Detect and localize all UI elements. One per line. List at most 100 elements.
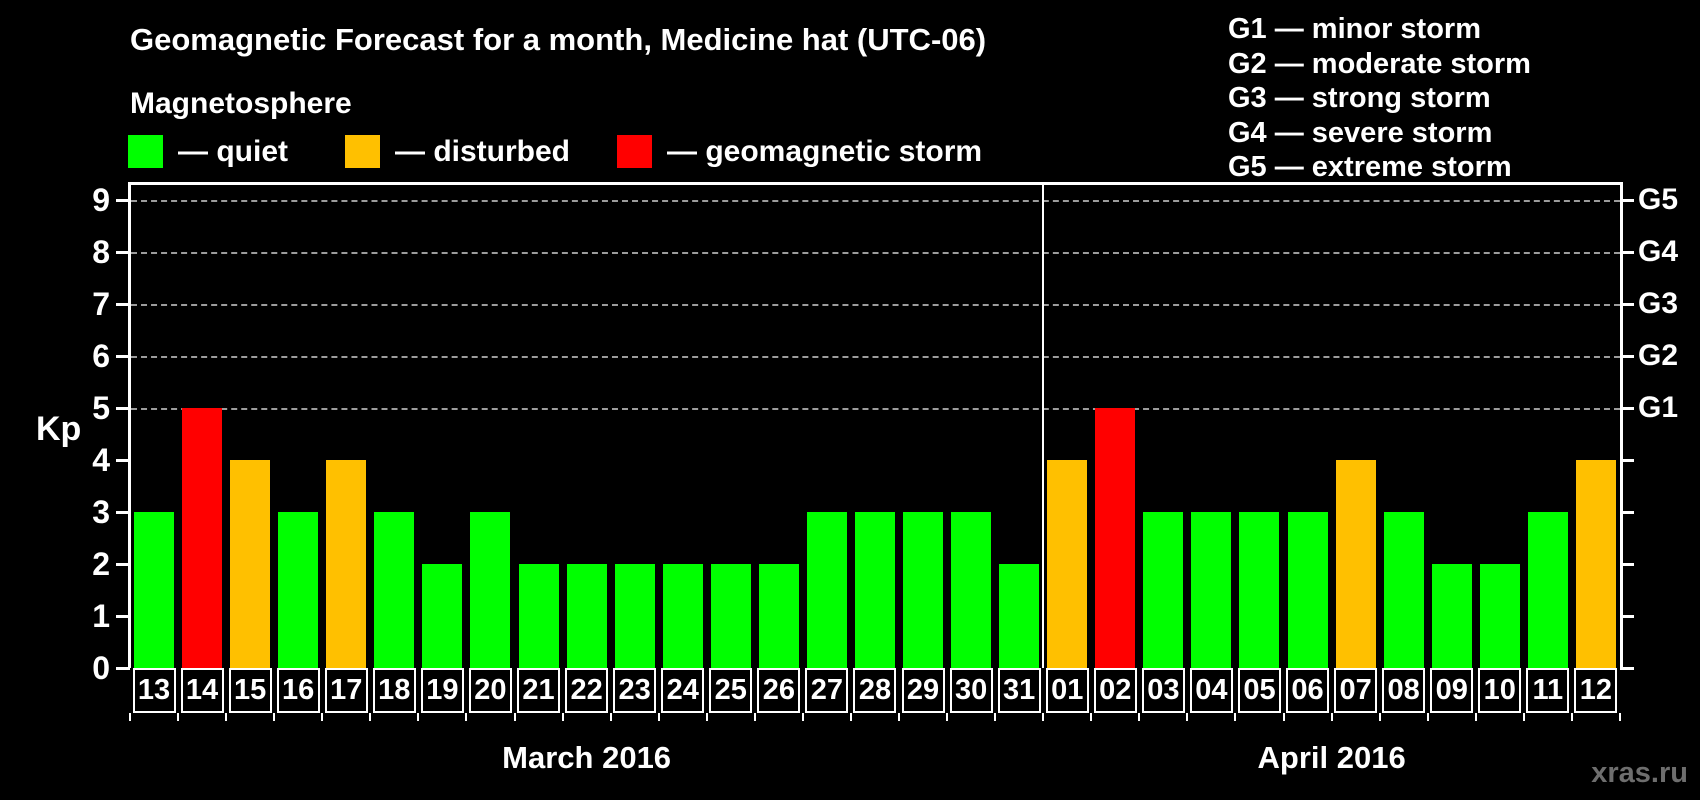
- gridline-kp7: [131, 304, 1620, 306]
- g1-legend-line: G1 — minor storm: [1228, 13, 1481, 45]
- day-boundary-tick: [1282, 713, 1285, 721]
- day-boundary-tick: [1234, 713, 1237, 721]
- day-label: 13: [132, 668, 176, 713]
- y-axis-tick: [116, 406, 130, 410]
- y-tick-label: 1: [92, 598, 110, 634]
- day-boundary-tick: [417, 713, 420, 721]
- kp-bar: [1143, 512, 1184, 668]
- right-axis-tick: [1620, 458, 1634, 462]
- gridline-kp6: [131, 356, 1620, 358]
- kp-bar: [518, 564, 559, 668]
- day-boundary-tick: [994, 713, 997, 721]
- kp-bar: [854, 512, 895, 668]
- kp-bar: [566, 564, 607, 668]
- g-scale-tick-label: G2: [1638, 339, 1679, 372]
- day-label: 04: [1189, 668, 1233, 713]
- kp-bar: [1047, 460, 1088, 668]
- day-label: 16: [276, 668, 320, 713]
- kp-bar: [326, 460, 367, 668]
- y-tick-label: 5: [92, 390, 110, 426]
- day-label: 30: [949, 668, 993, 713]
- g-scale-tick-label: G4: [1638, 235, 1679, 268]
- right-axis-tick: [1620, 666, 1634, 670]
- storm-color-swatch: [617, 135, 652, 168]
- y-axis-tick: [116, 458, 130, 462]
- y-tick-label: 9: [92, 182, 110, 218]
- right-axis-tick: [1620, 510, 1634, 514]
- gridline-kp5: [131, 408, 1620, 410]
- kp-bar: [710, 564, 751, 668]
- gridline-kp9: [131, 200, 1620, 202]
- chart-title: Geomagnetic Forecast for a month, Medici…: [130, 22, 987, 57]
- day-boundary-tick: [849, 713, 852, 721]
- month-separator: [1042, 185, 1045, 668]
- day-boundary-tick: [1378, 713, 1381, 721]
- day-boundary-tick: [1522, 713, 1525, 721]
- g5-legend-line: G5 — extreme storm: [1228, 151, 1512, 184]
- kp-bar: [903, 512, 944, 668]
- y-axis-tick: [116, 562, 130, 566]
- day-boundary-tick: [513, 713, 516, 721]
- disturbed-color-swatch: [345, 135, 380, 168]
- right-axis-tick: [1620, 354, 1634, 358]
- day-boundary-tick: [1330, 713, 1333, 721]
- plot-frame: [128, 182, 1623, 668]
- kp-bar: [1527, 512, 1568, 668]
- day-boundary-tick: [1619, 713, 1621, 721]
- kp-bar: [806, 512, 847, 668]
- right-axis-tick: [1620, 562, 1634, 566]
- y-axis-tick: [116, 250, 130, 254]
- day-boundary-tick: [1426, 713, 1429, 721]
- g-scale-tick-label: G1: [1638, 391, 1679, 424]
- day-label: 09: [1430, 668, 1474, 713]
- day-label: 14: [180, 668, 224, 713]
- legend-item-disturbed: — disturbed: [345, 135, 570, 168]
- right-axis-tick: [1620, 302, 1634, 306]
- day-boundary-tick: [177, 713, 180, 721]
- day-boundary-tick: [946, 713, 949, 721]
- day-label: 11: [1526, 668, 1570, 713]
- quiet-color-swatch: [128, 135, 163, 168]
- day-label: 23: [613, 668, 657, 713]
- day-label: 12: [1574, 668, 1618, 713]
- g4-legend-line: G4 — severe storm: [1228, 116, 1493, 149]
- day-label: 29: [901, 668, 945, 713]
- kp-bar: [374, 512, 415, 668]
- kp-bar: [278, 512, 319, 668]
- day-boundary-tick: [273, 713, 276, 721]
- day-label: 25: [709, 668, 753, 713]
- day-boundary-tick: [1090, 713, 1093, 721]
- day-boundary-tick: [1474, 713, 1477, 721]
- day-boundary-tick: [1138, 713, 1141, 721]
- kp-bar: [1287, 512, 1328, 668]
- day-label: 15: [228, 668, 272, 713]
- right-axis-tick: [1620, 614, 1634, 618]
- y-tick-label: 8: [92, 234, 110, 270]
- kp-bar: [1335, 460, 1376, 668]
- g-scale-legend: G1 — minor storm G2 — moderate storm G3 …: [1228, 12, 1531, 185]
- y-tick-label: 6: [92, 338, 110, 374]
- kp-bar: [662, 564, 703, 668]
- kp-bar: [1479, 564, 1520, 668]
- y-tick-label: 2: [92, 546, 110, 582]
- y-axis-tick: [116, 614, 130, 618]
- day-boundary-tick: [225, 713, 228, 721]
- kp-bar: [230, 460, 271, 668]
- legend-label-storm: — geomagnetic storm: [667, 135, 983, 168]
- y-tick-label: 7: [92, 286, 110, 322]
- day-boundary-tick: [609, 713, 612, 721]
- kp-bar: [182, 408, 223, 668]
- day-boundary-tick: [657, 713, 660, 721]
- day-label: 24: [661, 668, 705, 713]
- right-axis-tick: [1620, 198, 1634, 202]
- kp-bar: [1431, 564, 1472, 668]
- kp-bar: [1191, 512, 1232, 668]
- day-boundary-tick: [898, 713, 901, 721]
- kp-bar: [1239, 512, 1280, 668]
- day-label: 20: [468, 668, 512, 713]
- y-axis-tick: [116, 302, 130, 306]
- day-label: 03: [1141, 668, 1185, 713]
- legend-label-disturbed: — disturbed: [395, 135, 571, 168]
- watermark: xras.ru: [1591, 757, 1688, 789]
